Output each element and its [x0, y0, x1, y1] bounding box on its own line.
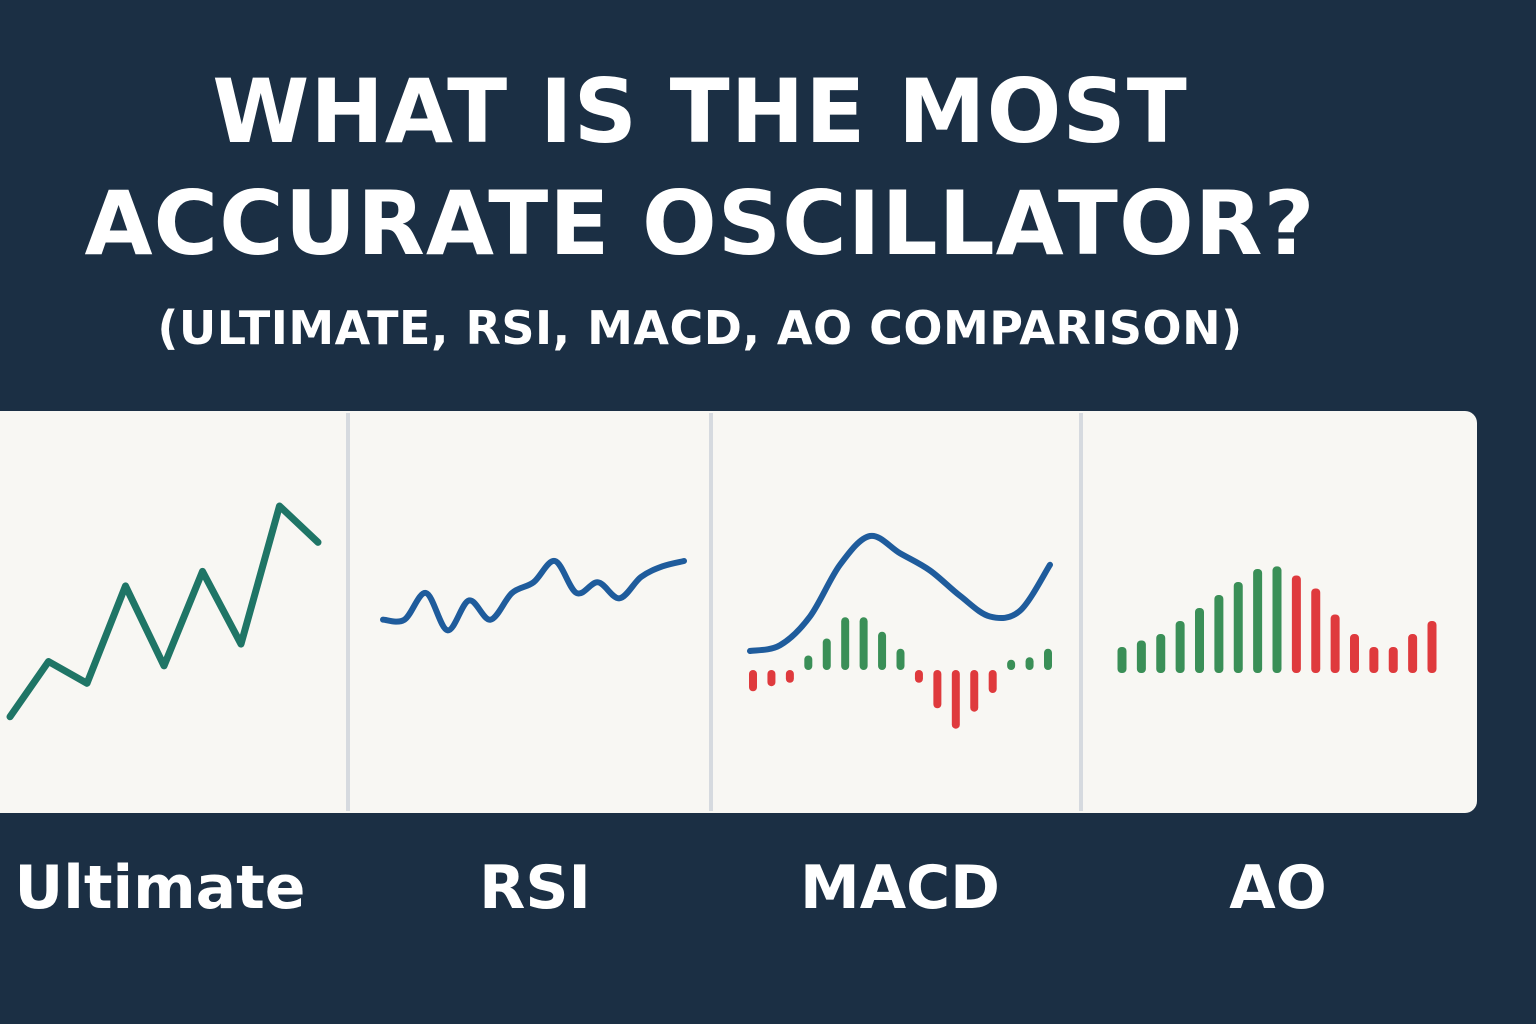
ao-label: AO: [1229, 853, 1327, 923]
macd-chart: [747, 532, 1053, 729]
macd-histogram-bar: [951, 670, 960, 729]
macd-histogram-bar: [988, 670, 997, 693]
ao-histogram-bar: [1388, 647, 1398, 673]
ao-histogram-bar: [1233, 582, 1243, 673]
panel-divider: [1079, 413, 1083, 811]
ao-histogram-bar: [1175, 621, 1185, 673]
macd-label: MACD: [800, 853, 1000, 923]
ao-histogram-bar: [1136, 640, 1146, 673]
ao-histogram-bar: [1214, 595, 1224, 673]
ao-histogram-bar: [1156, 634, 1166, 673]
macd-histogram-bar: [841, 617, 850, 670]
ao-histogram-bar: [1330, 614, 1340, 673]
ao-histogram-bar: [1253, 569, 1263, 673]
ao-histogram-bar: [1350, 634, 1359, 673]
macd-histogram-bar: [822, 638, 831, 670]
ao-histogram-bar: [1272, 566, 1282, 673]
panel-divider: [709, 413, 713, 811]
macd-signal-line: [747, 532, 1053, 654]
macd-histogram-bar: [933, 670, 942, 709]
rsi-label: RSI: [479, 853, 591, 923]
ao-histogram-bar: [1117, 647, 1127, 673]
macd-histogram-bar: [785, 670, 794, 683]
ao-histogram-bar: [1195, 608, 1204, 673]
ao-histogram-bar: [1291, 575, 1301, 673]
macd-histogram-bar: [1007, 659, 1016, 670]
rsi-chart: [380, 558, 687, 634]
title-line-2: ACCURATE OSCILLATOR?: [84, 172, 1316, 275]
ao-histogram-bar: [1408, 634, 1418, 673]
ao-histogram-bar: [1369, 647, 1379, 673]
chart-panel-card: [0, 411, 1477, 813]
ultimate-series-line: [6, 502, 322, 721]
ultimate-label: Ultimate: [14, 853, 306, 923]
subtitle: (ULTIMATE, RSI, MACD, AO COMPARISON): [157, 301, 1243, 355]
macd-histogram-bar: [749, 670, 757, 692]
macd-histogram-bar: [878, 631, 887, 670]
macd-histogram-bar: [1025, 657, 1034, 670]
oscillator-charts: [6, 502, 1437, 729]
ultimate-chart: [6, 502, 322, 721]
panel-divider: [346, 413, 350, 811]
macd-histogram-bar: [804, 655, 813, 670]
rsi-series-line: [380, 558, 687, 634]
macd-histogram-bar: [1044, 648, 1052, 670]
ao-histogram-bar: [1311, 588, 1321, 673]
ao-chart: [1117, 566, 1437, 673]
macd-histogram-bar: [914, 670, 923, 683]
macd-histogram-bar: [970, 670, 979, 712]
macd-histogram-bar: [896, 648, 905, 670]
macd-histogram-bar: [767, 670, 776, 687]
ao-histogram-bar: [1427, 621, 1437, 673]
macd-histogram-bar: [859, 617, 868, 670]
title-line-1: WHAT IS THE MOST: [212, 60, 1188, 163]
